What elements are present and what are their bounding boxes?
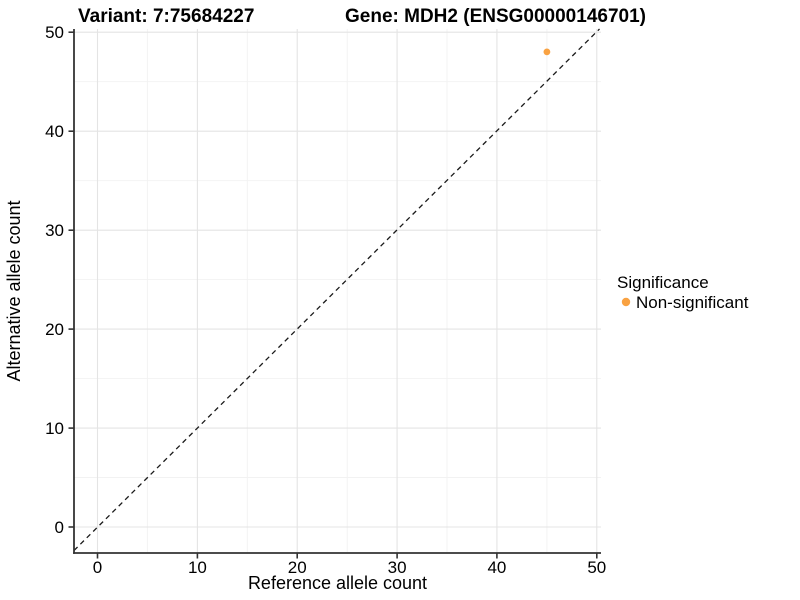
legend-key-dot — [621, 297, 631, 307]
variant-title: Variant: 7:75684227 — [78, 6, 254, 27]
x-tick-label: 0 — [93, 558, 102, 577]
legend: Significance Non-significant — [617, 273, 749, 312]
x-tick-labels: 0 10 20 30 40 50 — [93, 558, 606, 577]
x-tick-label: 10 — [188, 558, 207, 577]
minor-gridlines — [74, 29, 601, 553]
identity-dashed-line — [73, 28, 600, 551]
x-axis-title: Reference allele count — [248, 573, 427, 593]
legend-title: Significance — [617, 273, 709, 292]
axis-tick-marks — [68, 31, 598, 559]
y-tick-label: 50 — [45, 23, 64, 42]
major-gridlines — [74, 29, 601, 553]
y-axis-title: Alternative allele count — [4, 200, 24, 381]
y-tick-label: 0 — [55, 518, 64, 537]
gene-title: Gene: MDH2 (ENSG00000146701) — [345, 6, 646, 27]
x-tick-label: 20 — [288, 558, 307, 577]
axis-lines — [73, 29, 601, 554]
y-tick-label: 10 — [45, 419, 64, 438]
y-tick-labels: 0 10 20 30 40 50 — [45, 23, 64, 537]
x-tick-label: 30 — [388, 558, 407, 577]
y-tick-label: 20 — [45, 320, 64, 339]
x-tick-label: 40 — [487, 558, 506, 577]
legend-item-label: Non-significant — [636, 293, 749, 312]
x-tick-label: 50 — [587, 558, 606, 577]
y-tick-label: 30 — [45, 221, 64, 240]
y-tick-label: 40 — [45, 122, 64, 141]
data-point-non-significant — [543, 48, 551, 56]
